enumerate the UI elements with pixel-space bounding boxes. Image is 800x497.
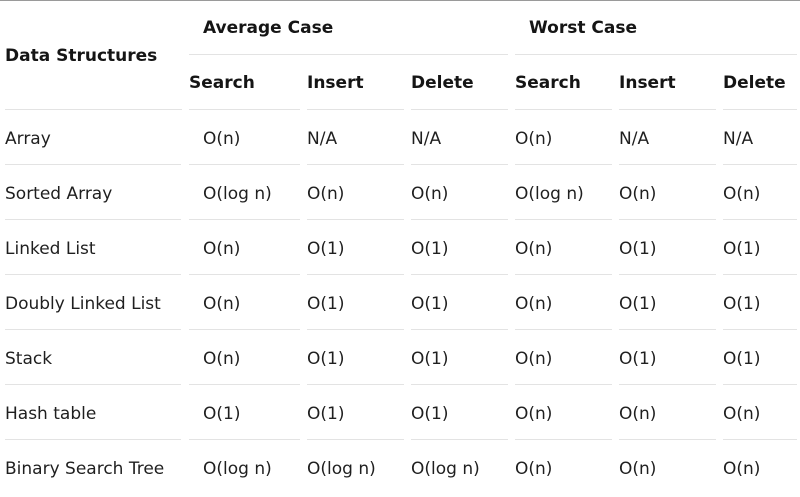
table-body: Array O(n) N/A N/A O(n) N/A N/A Sorted A… — [0, 110, 800, 495]
cell-avg-insert: O(1) — [303, 220, 407, 275]
table-row: Binary Search Tree O(log n) O(log n) O(l… — [0, 440, 800, 495]
cell-worst-delete: O(1) — [719, 220, 800, 275]
sub-header-worst-delete: Delete — [719, 55, 800, 110]
table-row: Array O(n) N/A N/A O(n) N/A N/A — [0, 110, 800, 165]
cell-avg-insert: N/A — [303, 110, 407, 165]
cell-worst-search: O(log n) — [511, 165, 615, 220]
cell-worst-insert: O(1) — [615, 330, 719, 385]
cell-worst-insert: N/A — [615, 110, 719, 165]
row-name: Stack — [0, 330, 185, 385]
cell-worst-delete: O(1) — [719, 330, 800, 385]
cell-avg-delete: O(log n) — [411, 458, 480, 479]
group-header-row: Data Structures Average Case Worst Case — [0, 1, 800, 110]
row-name: Doubly Linked List — [0, 275, 185, 330]
table-row: Hash table O(1) O(1) O(1) O(n) O(n) O(n) — [0, 385, 800, 440]
cell-avg-search: O(n) — [185, 330, 303, 385]
row-name: Hash table — [0, 385, 185, 440]
cell-worst-insert: O(n) — [619, 458, 657, 479]
cell-worst-insert: O(1) — [615, 275, 719, 330]
top-border — [0, 0, 800, 1]
cell-worst-insert: O(n) — [615, 385, 719, 440]
sub-header-avg-insert: Insert — [303, 55, 407, 110]
cell-avg-insert: O(n) — [303, 165, 407, 220]
sub-header-worst-search: Search — [511, 55, 615, 110]
cell-worst-delete: O(n) — [723, 458, 761, 479]
cell-worst-search: O(n) — [511, 220, 615, 275]
cell-worst-insert: O(1) — [615, 220, 719, 275]
table-row: Stack O(n) O(1) O(1) O(n) O(1) O(1) — [0, 330, 800, 385]
cell-avg-insert: O(log n) — [307, 458, 376, 479]
cell-avg-insert: O(1) — [303, 275, 407, 330]
group-header-average-case: Average Case — [185, 1, 511, 55]
sub-header-avg-delete: Delete — [407, 55, 511, 110]
sub-header-worst-insert: Insert — [615, 55, 719, 110]
cell-worst-search: O(n) — [511, 385, 615, 440]
cell-avg-search: O(n) — [185, 110, 303, 165]
table-row: Sorted Array O(log n) O(n) O(n) O(log n)… — [0, 165, 800, 220]
row-name: Array — [0, 110, 185, 165]
cell-avg-search: O(log n) — [203, 458, 272, 479]
sub-header-row: Search Insert Delete Search Insert Delet… — [0, 55, 800, 110]
cell-worst-delete: O(n) — [719, 385, 800, 440]
row-header-title: Data Structures — [0, 1, 185, 110]
cell-avg-delete: O(1) — [407, 220, 511, 275]
cell-worst-search: O(n) — [511, 275, 615, 330]
row-name: Binary Search Tree — [5, 458, 165, 479]
table-row: Doubly Linked List O(n) O(1) O(1) O(n) O… — [0, 275, 800, 330]
cell-worst-insert: O(n) — [615, 165, 719, 220]
cell-avg-delete: O(1) — [407, 275, 511, 330]
cell-avg-delete: N/A — [407, 110, 511, 165]
cell-avg-search: O(1) — [185, 385, 303, 440]
cell-avg-delete: O(1) — [407, 330, 511, 385]
cell-avg-insert: O(1) — [303, 385, 407, 440]
cell-avg-delete: O(n) — [407, 165, 511, 220]
cell-avg-delete: O(1) — [407, 385, 511, 440]
group-header-worst-case: Worst Case — [511, 1, 800, 55]
cell-avg-search: O(log n) — [185, 165, 303, 220]
cell-worst-search: O(n) — [511, 330, 615, 385]
cell-avg-insert: O(1) — [303, 330, 407, 385]
row-name: Linked List — [0, 220, 185, 275]
cell-worst-delete: N/A — [719, 110, 800, 165]
cell-worst-delete: O(1) — [719, 275, 800, 330]
cell-worst-search: O(n) — [511, 110, 615, 165]
row-name: Sorted Array — [0, 165, 185, 220]
cell-avg-search: O(n) — [185, 220, 303, 275]
cell-worst-search: O(n) — [515, 458, 553, 479]
cell-worst-delete: O(n) — [719, 165, 800, 220]
cell-avg-search: O(n) — [185, 275, 303, 330]
sub-header-avg-search: Search — [185, 55, 303, 110]
table-row: Linked List O(n) O(1) O(1) O(n) O(1) O(1… — [0, 220, 800, 275]
